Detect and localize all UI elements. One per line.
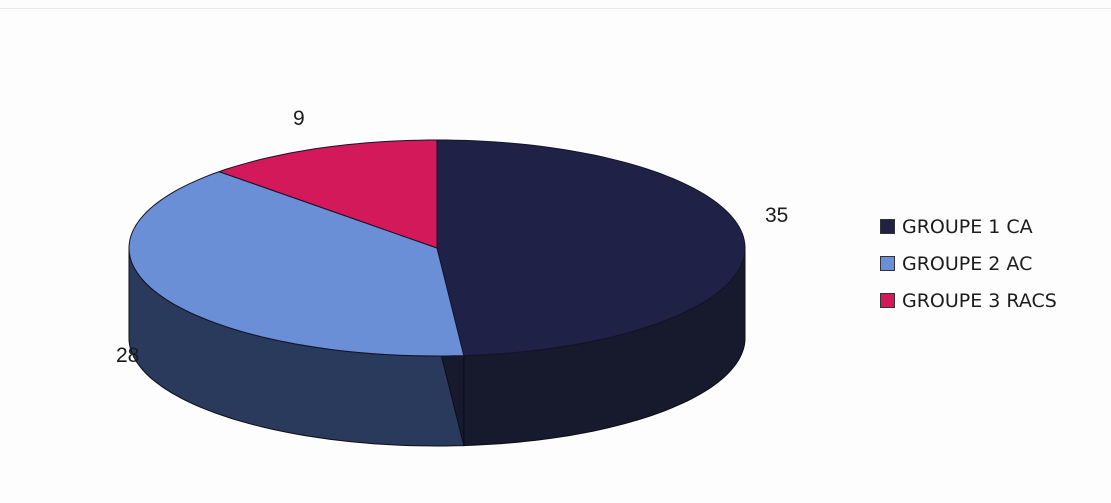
legend-swatch-groupe-1 <box>880 219 895 234</box>
legend-swatch-groupe-3 <box>880 293 895 308</box>
legend-item-groupe-3: GROUPE 3 RACS <box>880 282 1057 319</box>
data-label-1: 35 <box>765 204 788 227</box>
pie-slice-3 <box>217 139 438 249</box>
legend-label-groupe-3: GROUPE 3 RACS <box>902 289 1057 312</box>
scan-border-line <box>0 8 1111 9</box>
pie-slice-1 <box>436 139 746 357</box>
legend: GROUPE 1 CA GROUPE 2 AC GROUPE 3 RACS <box>880 208 1057 319</box>
legend-item-groupe-1: GROUPE 1 CA <box>880 208 1057 245</box>
pie-top <box>128 139 746 357</box>
legend-label-groupe-2: GROUPE 2 AC <box>902 252 1033 275</box>
pie-chart: 35 28 9 <box>116 107 788 447</box>
legend-label-groupe-1: GROUPE 1 CA <box>902 215 1033 238</box>
legend-item-groupe-2: GROUPE 2 AC <box>880 245 1057 282</box>
data-label-3: 9 <box>293 107 305 130</box>
pie-slice-2 <box>128 171 465 357</box>
data-label-2: 28 <box>116 344 139 367</box>
legend-swatch-groupe-2 <box>880 256 895 271</box>
